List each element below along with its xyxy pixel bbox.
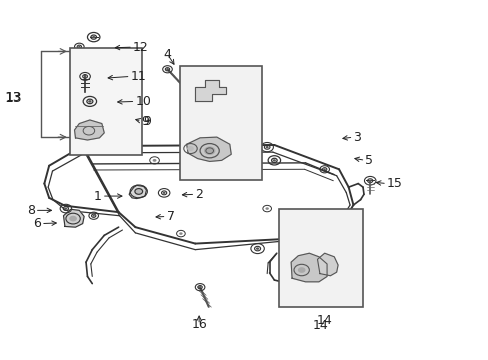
Text: 2: 2 xyxy=(195,188,203,201)
Circle shape xyxy=(78,46,81,48)
Circle shape xyxy=(368,180,371,182)
Text: 13: 13 xyxy=(6,91,22,104)
Text: 5: 5 xyxy=(365,154,373,167)
Text: 1: 1 xyxy=(94,190,102,203)
Circle shape xyxy=(187,146,193,151)
Polygon shape xyxy=(290,253,326,282)
Text: 7: 7 xyxy=(166,210,174,223)
Bar xyxy=(70,48,142,155)
Circle shape xyxy=(323,168,325,170)
Circle shape xyxy=(179,232,183,235)
Text: 11: 11 xyxy=(130,70,146,83)
Text: 14: 14 xyxy=(316,314,332,327)
Polygon shape xyxy=(74,120,104,140)
Circle shape xyxy=(92,36,95,38)
Text: 15: 15 xyxy=(386,177,402,190)
Text: 16: 16 xyxy=(191,318,206,331)
Circle shape xyxy=(203,147,215,155)
Text: 14: 14 xyxy=(312,319,328,332)
Text: 4: 4 xyxy=(163,48,171,61)
Circle shape xyxy=(311,234,313,236)
Text: 13: 13 xyxy=(4,91,22,105)
Circle shape xyxy=(255,247,259,250)
Text: 12: 12 xyxy=(133,41,148,54)
Text: 6: 6 xyxy=(33,217,41,230)
Circle shape xyxy=(134,188,143,195)
Bar xyxy=(279,208,362,307)
Circle shape xyxy=(88,100,91,103)
Text: 8: 8 xyxy=(27,204,35,217)
Polygon shape xyxy=(129,185,146,199)
Text: 9: 9 xyxy=(143,114,151,127)
Circle shape xyxy=(64,207,67,210)
Circle shape xyxy=(265,207,268,210)
Text: 10: 10 xyxy=(135,95,151,108)
Circle shape xyxy=(87,147,90,149)
Bar xyxy=(180,66,262,180)
Circle shape xyxy=(152,159,156,162)
Text: 3: 3 xyxy=(353,131,361,144)
Circle shape xyxy=(163,192,165,194)
Circle shape xyxy=(199,286,201,288)
Circle shape xyxy=(166,68,168,70)
Circle shape xyxy=(69,216,77,221)
Circle shape xyxy=(241,159,244,162)
Circle shape xyxy=(304,220,306,222)
Polygon shape xyxy=(317,253,337,276)
Polygon shape xyxy=(195,80,226,102)
Text: 9: 9 xyxy=(142,114,149,127)
Circle shape xyxy=(92,215,95,217)
Polygon shape xyxy=(186,137,231,161)
Circle shape xyxy=(265,146,268,148)
Circle shape xyxy=(297,267,305,273)
Circle shape xyxy=(83,76,86,77)
Polygon shape xyxy=(63,209,84,227)
Circle shape xyxy=(272,159,275,162)
